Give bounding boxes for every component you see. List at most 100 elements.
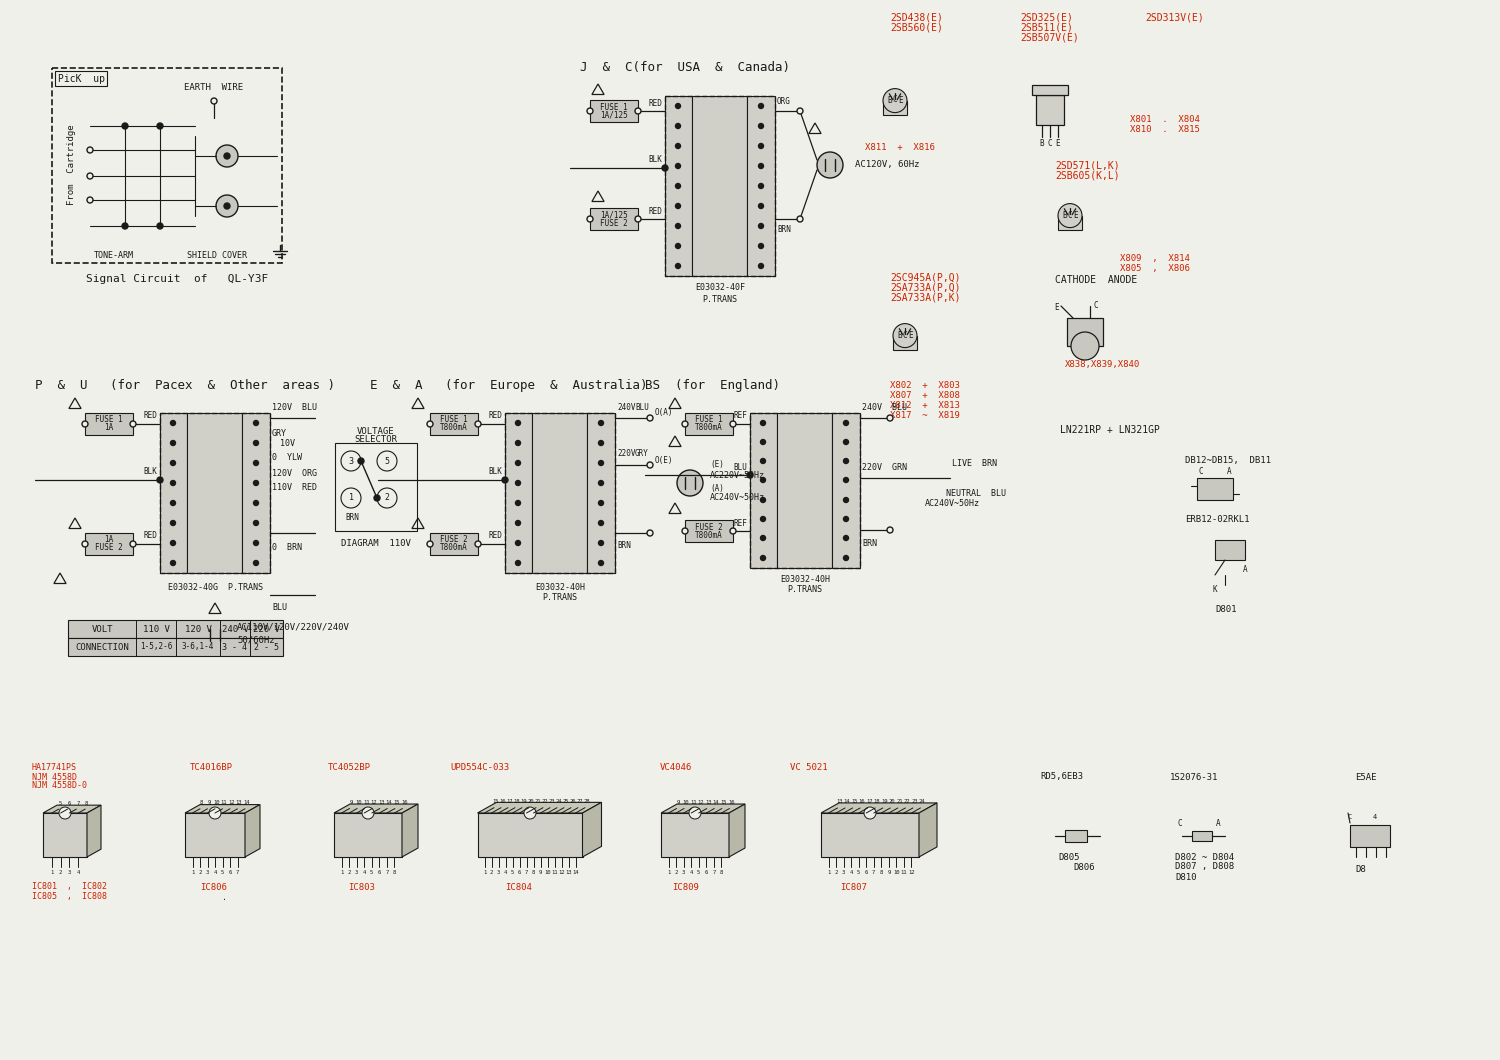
Circle shape xyxy=(796,108,802,114)
Text: E: E xyxy=(1054,303,1059,313)
Circle shape xyxy=(598,520,603,526)
Text: 15: 15 xyxy=(850,799,858,805)
Bar xyxy=(68,620,284,638)
Circle shape xyxy=(516,561,520,565)
Text: EARTH  WIRE: EARTH WIRE xyxy=(184,84,243,92)
Text: C: C xyxy=(903,331,908,339)
Circle shape xyxy=(340,488,362,508)
Circle shape xyxy=(224,204,230,209)
Circle shape xyxy=(675,143,681,148)
Text: 11: 11 xyxy=(552,870,558,876)
Circle shape xyxy=(759,244,764,248)
Text: REF: REF xyxy=(734,518,747,528)
Text: 4: 4 xyxy=(690,870,693,876)
Circle shape xyxy=(747,472,753,478)
Text: 220V  GRN: 220V GRN xyxy=(862,462,907,472)
Text: BLU: BLU xyxy=(634,403,650,411)
Text: 8: 8 xyxy=(393,870,396,876)
Text: X802  +  X803: X802 + X803 xyxy=(890,381,960,389)
Text: 12: 12 xyxy=(228,800,234,806)
Bar xyxy=(334,443,417,531)
Text: T800mA: T800mA xyxy=(440,424,468,432)
Circle shape xyxy=(158,477,164,483)
Text: GRY: GRY xyxy=(272,428,286,438)
Circle shape xyxy=(171,561,176,565)
Circle shape xyxy=(476,421,482,427)
Text: C: C xyxy=(1047,139,1053,147)
Text: AC240V~50Hz: AC240V~50Hz xyxy=(710,494,765,502)
Text: 15: 15 xyxy=(393,800,399,806)
Text: 9: 9 xyxy=(350,800,352,806)
Text: 4: 4 xyxy=(504,870,507,876)
Circle shape xyxy=(130,541,136,547)
Text: X807  +  X808: X807 + X808 xyxy=(890,390,960,400)
Circle shape xyxy=(224,153,230,159)
Text: 14: 14 xyxy=(386,800,392,806)
Circle shape xyxy=(516,460,520,465)
Text: 1A/125: 1A/125 xyxy=(600,110,628,120)
Circle shape xyxy=(586,216,592,222)
Circle shape xyxy=(362,807,374,819)
Text: 4: 4 xyxy=(363,870,366,876)
Polygon shape xyxy=(920,802,938,856)
Text: P.TRANS: P.TRANS xyxy=(543,594,578,602)
Text: X801  .  X804: X801 . X804 xyxy=(1130,116,1200,124)
Text: FUSE 2: FUSE 2 xyxy=(440,535,468,545)
Text: A: A xyxy=(1242,565,1248,575)
Text: IC806: IC806 xyxy=(200,883,226,891)
Circle shape xyxy=(843,421,849,425)
Circle shape xyxy=(254,541,258,546)
Circle shape xyxy=(1071,332,1100,360)
Polygon shape xyxy=(44,813,87,856)
Circle shape xyxy=(254,421,258,425)
Text: 3: 3 xyxy=(68,870,70,876)
Text: 110 V: 110 V xyxy=(142,624,170,634)
Text: 16: 16 xyxy=(500,799,506,805)
Text: 5: 5 xyxy=(856,870,861,876)
Bar xyxy=(590,208,638,230)
Circle shape xyxy=(171,500,176,506)
Text: 14: 14 xyxy=(243,800,249,806)
Text: .: . xyxy=(222,893,228,901)
Bar xyxy=(160,413,188,573)
Text: 2: 2 xyxy=(675,870,678,876)
Text: D807 , D808: D807 , D808 xyxy=(1174,863,1234,871)
Circle shape xyxy=(171,441,176,445)
Text: 120 V: 120 V xyxy=(184,624,211,634)
Text: 10: 10 xyxy=(892,870,900,876)
Bar xyxy=(750,413,859,568)
Text: FUSE 1: FUSE 1 xyxy=(694,416,723,424)
Bar xyxy=(1036,95,1064,125)
Circle shape xyxy=(216,145,238,167)
Text: K: K xyxy=(1212,585,1218,595)
Circle shape xyxy=(843,555,849,561)
Text: 10V: 10V xyxy=(280,439,296,447)
Text: SHIELD COVER: SHIELD COVER xyxy=(188,250,248,260)
Bar xyxy=(242,413,270,573)
Bar xyxy=(750,413,777,568)
Text: 5: 5 xyxy=(370,870,374,876)
Text: 22: 22 xyxy=(542,799,548,805)
Text: TC4052BP: TC4052BP xyxy=(328,762,370,772)
Text: (E): (E) xyxy=(710,460,724,470)
Text: 1A: 1A xyxy=(105,424,114,432)
Text: 1A: 1A xyxy=(105,535,114,545)
Text: 15: 15 xyxy=(720,800,726,806)
Text: 20: 20 xyxy=(528,799,534,805)
Text: P  &  U   (for  Pacex  &  Other  areas ): P & U (for Pacex & Other areas ) xyxy=(34,378,334,391)
Circle shape xyxy=(130,421,136,427)
Circle shape xyxy=(158,123,164,129)
Text: 28: 28 xyxy=(584,799,590,805)
Text: 5: 5 xyxy=(512,870,515,876)
Text: 120V  BLU: 120V BLU xyxy=(272,403,316,411)
Text: 11: 11 xyxy=(220,800,228,806)
Text: 8: 8 xyxy=(720,870,723,876)
Circle shape xyxy=(427,541,433,547)
Text: A: A xyxy=(1227,467,1232,477)
Bar xyxy=(686,413,734,435)
Text: AC220V~50Hz: AC220V~50Hz xyxy=(710,471,765,479)
Text: E03032-40F: E03032-40F xyxy=(694,283,746,293)
Text: Signal Circuit  of   QL-Y3F: Signal Circuit of QL-Y3F xyxy=(86,273,268,284)
Bar xyxy=(160,413,270,573)
Polygon shape xyxy=(477,813,582,856)
